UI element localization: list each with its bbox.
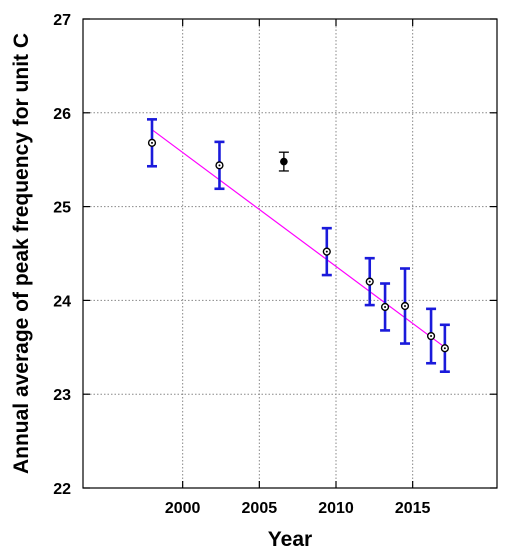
y-tick-label: 22 — [53, 481, 71, 498]
data-points-group — [147, 118, 450, 373]
x-tick-label: 2015 — [395, 500, 431, 517]
data-point — [214, 140, 225, 191]
point-marker-center — [368, 280, 371, 283]
point-marker-center — [430, 335, 433, 338]
data-point — [364, 256, 375, 307]
y-axis-title: Annual average of peak frequency for uni… — [10, 33, 33, 474]
data-point — [380, 282, 391, 332]
point-marker-center — [325, 250, 328, 253]
data-point — [321, 226, 332, 277]
point-marker-center — [384, 305, 387, 308]
fit-line-group — [151, 129, 446, 348]
data-point — [278, 151, 289, 172]
point-marker-center — [443, 347, 446, 350]
plot-frame — [82, 18, 498, 489]
data-point — [400, 267, 410, 345]
x-axis-title: Year — [268, 528, 312, 549]
point-marker-center — [151, 141, 153, 144]
grid-lines — [83, 19, 497, 488]
x-tick-label: 2010 — [318, 500, 354, 517]
y-tick-label: 25 — [53, 200, 71, 217]
x-tick-label: 2005 — [242, 500, 278, 517]
data-point — [147, 118, 157, 168]
x-tick-label: 2000 — [165, 500, 201, 517]
fit-line — [151, 129, 446, 348]
point-marker-center — [404, 305, 406, 308]
y-tick-label: 27 — [53, 12, 71, 29]
point-marker-center — [218, 164, 221, 167]
data-point — [426, 307, 437, 365]
y-tick-label: 23 — [53, 387, 71, 404]
point-marker — [280, 157, 288, 166]
y-tick-label: 24 — [53, 293, 71, 310]
axis-ticks: 2000 2005 2010 2015 22 23 24 25 26 27 — [53, 12, 497, 517]
y-tick-label: 26 — [53, 106, 71, 123]
data-point — [439, 323, 450, 373]
